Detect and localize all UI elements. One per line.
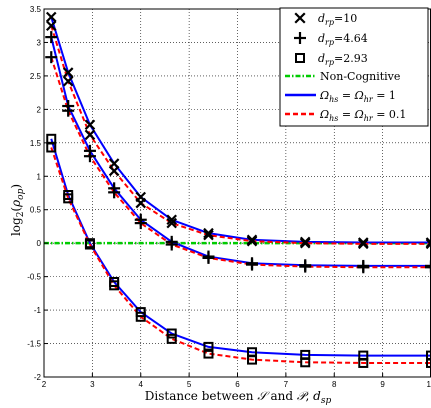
data-point-marker xyxy=(45,51,58,64)
legend-item-non-cognitive: Non-Cognitive xyxy=(285,70,400,83)
legend: drp=10 drp=4.64 drp=2.93 Non-Cognitive Ω… xyxy=(279,7,429,127)
data-point-marker xyxy=(62,75,74,87)
y-tick-label: -1.5 xyxy=(27,340,41,349)
data-point-marker xyxy=(108,186,121,199)
legend-item-drp-2.93: drp=2.93 xyxy=(295,52,368,67)
legend-label-omega-0.1: Ωhs = Ωhr = 0.1 xyxy=(319,108,406,123)
data-point-marker xyxy=(357,238,369,250)
data-point-marker xyxy=(203,341,214,352)
legend-label-drp-4.64: drp=4.64 xyxy=(318,32,368,47)
data-point-marker xyxy=(63,193,74,204)
data-point-marker xyxy=(300,357,311,368)
x-tick-label: 9 xyxy=(380,380,385,389)
legend-label-drp-2.93: drp=2.93 xyxy=(318,52,368,67)
data-point-marker xyxy=(203,229,214,241)
y-tick-label: 1 xyxy=(37,172,42,181)
data-point-marker xyxy=(202,251,215,264)
data-point-marker xyxy=(83,150,96,163)
y-tick-label: 2 xyxy=(37,105,42,114)
legend-box xyxy=(279,7,429,127)
x-tick-label: 6 xyxy=(235,380,240,389)
data-point-marker xyxy=(45,11,57,23)
y-tick-label: 3.5 xyxy=(30,5,42,14)
data-point-marker xyxy=(135,311,146,322)
data-point-marker xyxy=(425,259,431,272)
y-tick-label: -2 xyxy=(34,373,42,382)
legend-label-omega-1: Ωhs = Ωhr = 1 xyxy=(319,89,396,104)
legend-label-drp-10: drp=10 xyxy=(318,12,357,27)
data-point-marker xyxy=(246,258,259,271)
x-tick-label: 4 xyxy=(139,380,144,389)
legend-item-drp-4.64: drp=4.64 xyxy=(294,32,368,47)
data-point-marker xyxy=(45,31,58,44)
data-point-marker xyxy=(109,280,120,291)
legend-label-non-cognitive: Non-Cognitive xyxy=(320,70,400,83)
data-point-marker xyxy=(299,260,312,273)
legend-item-omega-1: Ωhs = Ωhr = 1 xyxy=(285,89,396,104)
data-point-marker xyxy=(62,104,75,117)
data-point-marker xyxy=(246,235,258,247)
data-point-marker xyxy=(425,238,431,250)
x-tick-label: 10 xyxy=(427,380,431,389)
data-point-marker xyxy=(166,214,177,226)
data-point-marker xyxy=(108,165,120,177)
marker-layer xyxy=(45,11,431,368)
data-point-marker xyxy=(203,227,214,239)
data-point-marker xyxy=(46,142,57,153)
data-point-marker xyxy=(357,261,370,274)
data-point-marker xyxy=(299,237,311,249)
y-tick-label: 2.5 xyxy=(30,72,42,81)
series-line-d-rp-2.93-omega-0.1 xyxy=(50,147,431,364)
x-tick-label: 5 xyxy=(187,380,192,389)
y-tick-label: -0.5 xyxy=(27,273,41,282)
data-point-marker xyxy=(166,217,177,229)
x-tick-label: 2 xyxy=(42,380,47,389)
data-point-marker xyxy=(426,350,431,361)
y-tick-label: 3 xyxy=(37,38,42,47)
data-point-marker xyxy=(134,217,147,230)
data-point-marker xyxy=(425,261,431,274)
y-tick-label: 0 xyxy=(37,239,42,248)
data-point-marker xyxy=(203,348,214,359)
series-line-d-rp-2.93-omega-1 xyxy=(50,138,431,357)
data-point-marker xyxy=(247,354,258,365)
data-point-marker xyxy=(62,67,74,78)
legend-item-drp-10: drp=10 xyxy=(294,12,357,27)
x-tick-label: 7 xyxy=(284,380,289,389)
y-tick-label: 0.5 xyxy=(30,206,42,215)
series-line-d-rp-10-omega-0.1 xyxy=(50,25,431,245)
legend-square-marker xyxy=(295,53,305,63)
data-point-marker xyxy=(135,197,147,209)
ticks: 2 3 4 5 6 7 8 9 10 -2 -1.5 -1 -0.5 0 0.5 1 1.5 2 2.5 3 3.5 xyxy=(27,5,431,389)
x-tick-label: 3 xyxy=(90,380,95,389)
data-point-marker xyxy=(84,119,96,131)
data-point-marker xyxy=(358,357,369,368)
data-point-marker xyxy=(45,20,57,32)
legend-plus-marker xyxy=(294,32,306,44)
data-point-marker xyxy=(166,328,177,339)
legend-item-omega-0.1: Ωhs = Ωhr = 0.1 xyxy=(285,108,406,123)
data-point-marker xyxy=(84,129,96,141)
y-tick-label: 1.5 xyxy=(30,139,42,148)
x-tick-label: 8 xyxy=(332,380,337,389)
data-point-marker xyxy=(166,333,177,344)
x-axis-label: Distance between 𝒮 and 𝒫, dsp xyxy=(145,389,332,406)
data-point-marker xyxy=(426,357,431,368)
legend-x-marker xyxy=(294,12,306,24)
data-point-marker xyxy=(84,239,95,250)
data-point-marker xyxy=(165,238,178,251)
y-tick-label: -1 xyxy=(34,306,42,315)
